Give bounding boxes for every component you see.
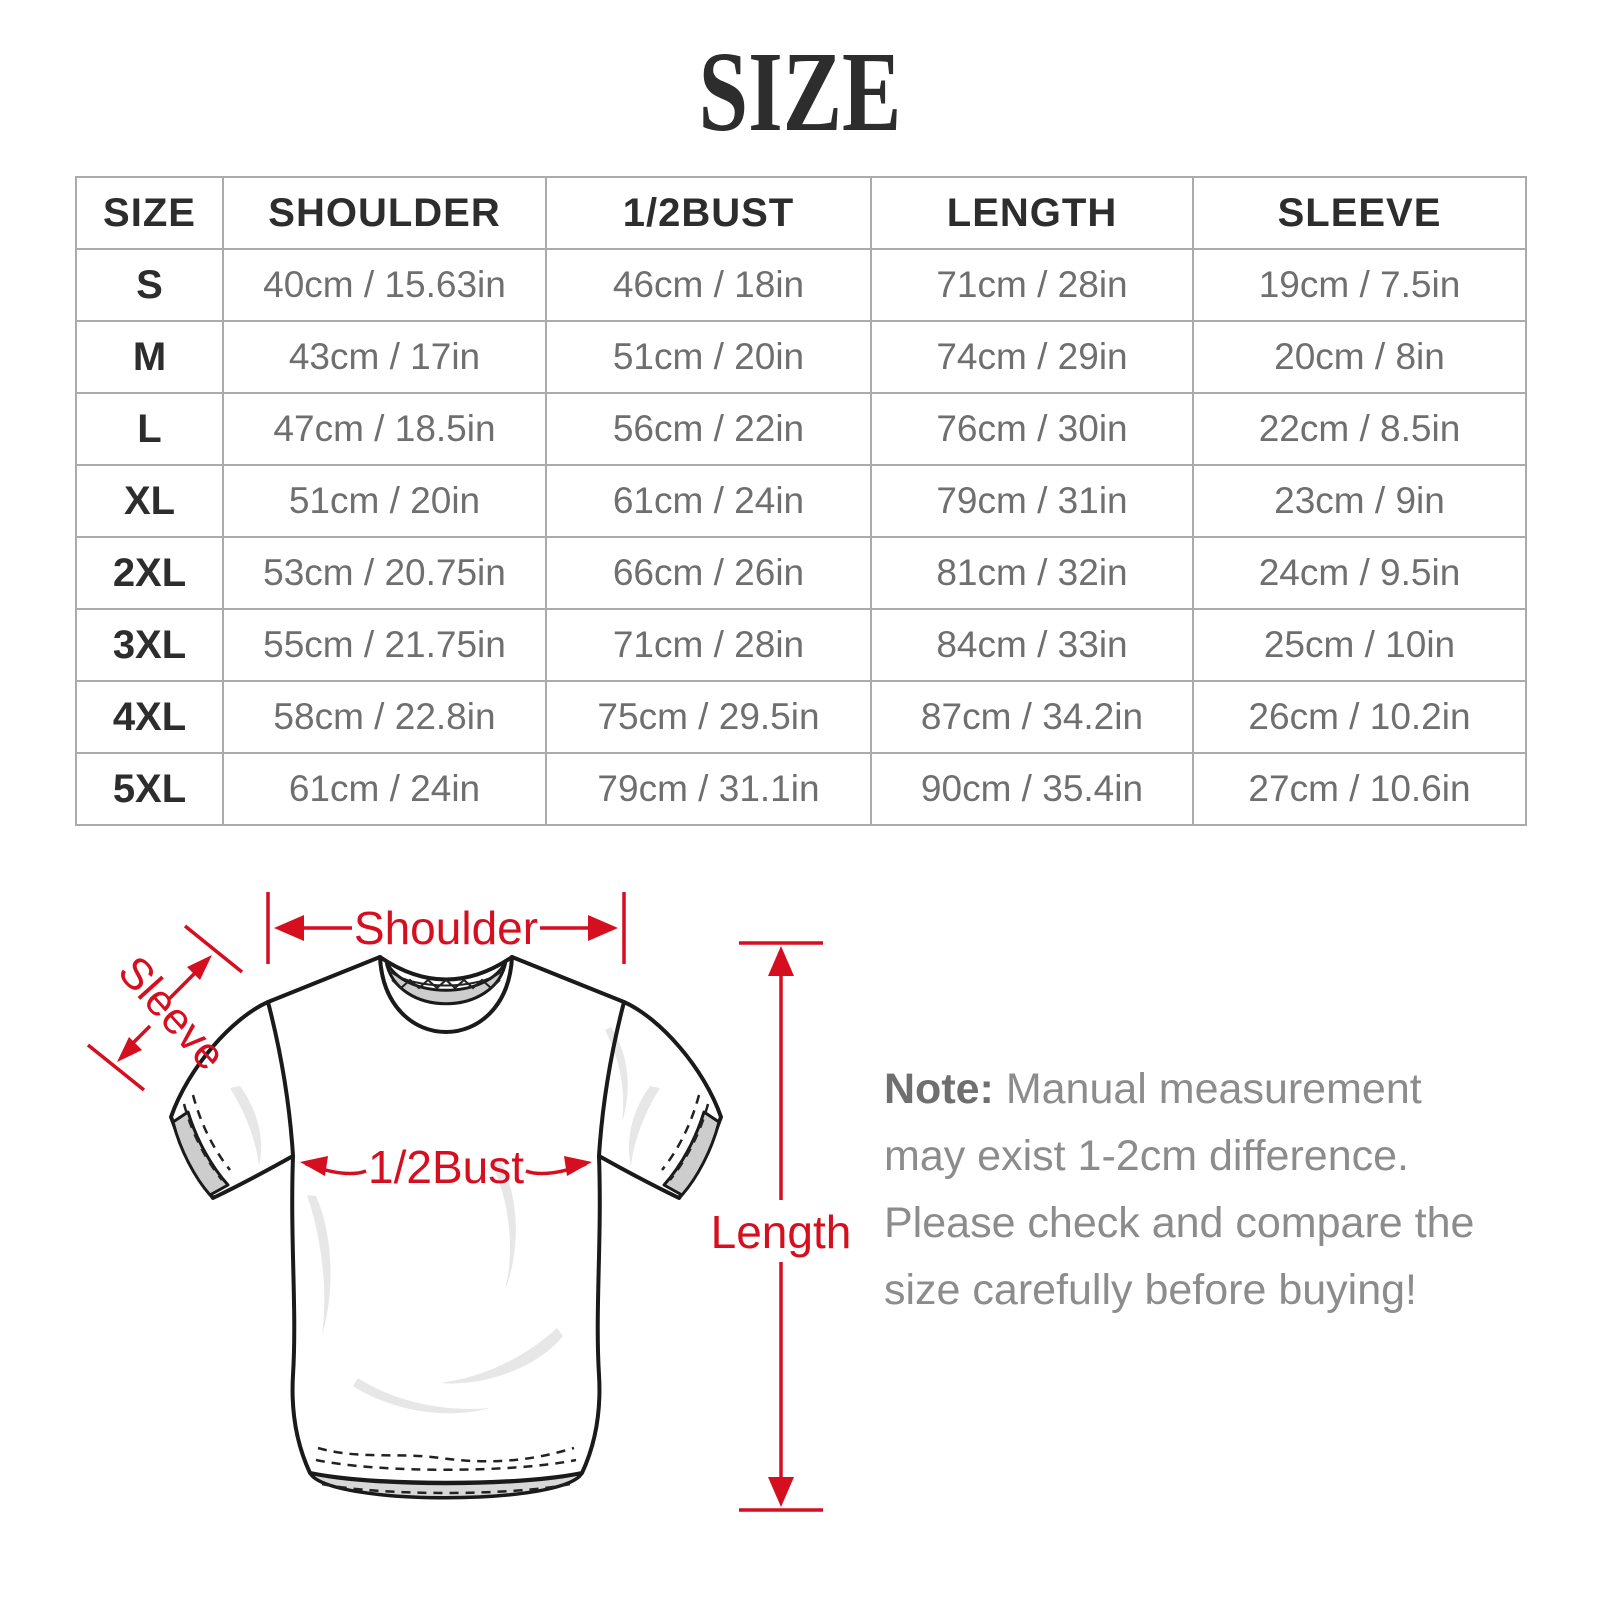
sleeve-cell: 22cm / 8.5in bbox=[1192, 392, 1527, 466]
length-cell: 84cm / 33in bbox=[870, 608, 1194, 682]
note-text: Note: Manual measurement may exist 1-2cm… bbox=[884, 1056, 1502, 1324]
sleeve-end-tick bbox=[183, 924, 244, 974]
length-cell: 71cm / 28in bbox=[870, 248, 1194, 322]
shoulder-cell: 47cm / 18.5in bbox=[222, 392, 547, 466]
arrowhead-left-icon bbox=[274, 915, 304, 941]
hem-stitch bbox=[317, 1446, 575, 1463]
wrinkle bbox=[605, 1027, 628, 1122]
collar-rim bbox=[378, 955, 514, 1034]
sleeve-end-tick bbox=[86, 1043, 146, 1092]
bust-cell: 79cm / 31.1in bbox=[545, 752, 872, 826]
right-sleeve-seam bbox=[597, 1000, 626, 1158]
shoulder-cell: 58cm / 22.8in bbox=[222, 680, 547, 754]
bust-measure: 1/2Bust bbox=[300, 1141, 592, 1193]
note-prefix: Note: bbox=[884, 1065, 994, 1113]
shoulder-label: Shoulder bbox=[354, 902, 538, 954]
bust-label: 1/2Bust bbox=[368, 1141, 524, 1193]
table-row: L 47cm / 18.5in 56cm / 22in 76cm / 30in … bbox=[75, 392, 1527, 466]
sleeve-arrow-shaft bbox=[129, 1024, 152, 1047]
shoulder-measure: Shoulder bbox=[266, 892, 626, 964]
sleeve-cell: 25cm / 10in bbox=[1192, 608, 1527, 682]
collar-tape-line bbox=[390, 971, 502, 987]
page-title: SIZE bbox=[698, 28, 902, 155]
arrowhead-down-icon bbox=[768, 1477, 794, 1507]
shoulder-cell: 40cm / 15.63in bbox=[222, 248, 547, 322]
wrinkle bbox=[307, 1195, 331, 1335]
size-cell: XL bbox=[75, 464, 224, 538]
sleeve-cell: 27cm / 10.6in bbox=[1192, 752, 1527, 826]
header-size: SIZE bbox=[75, 176, 224, 250]
length-measure: Length bbox=[711, 941, 852, 1512]
bust-cell: 56cm / 22in bbox=[545, 392, 872, 466]
sleeve-cell: 20cm / 8in bbox=[1192, 320, 1527, 394]
wrinkle bbox=[628, 1086, 660, 1166]
arrowhead-right-icon bbox=[564, 1156, 592, 1176]
arrowhead-left-icon bbox=[300, 1156, 328, 1176]
table-row: 5XL 61cm / 24in 79cm / 31.1in 90cm / 35.… bbox=[75, 752, 1527, 826]
bust-cell: 66cm / 26in bbox=[545, 536, 872, 610]
tshirt-illustration bbox=[169, 955, 723, 1500]
length-cell: 74cm / 29in bbox=[870, 320, 1194, 394]
table-row: 3XL 55cm / 21.75in 71cm / 28in 84cm / 33… bbox=[75, 608, 1527, 682]
right-cuff-opening bbox=[662, 1110, 721, 1197]
table-row: 2XL 53cm / 20.75in 66cm / 26in 81cm / 32… bbox=[75, 536, 1527, 610]
shoulder-cell: 43cm / 17in bbox=[222, 320, 547, 394]
arrowhead-up-right-icon bbox=[187, 955, 212, 980]
sleeve-cell: 19cm / 7.5in bbox=[1192, 248, 1527, 322]
shoulder-cell: 51cm / 20in bbox=[222, 464, 547, 538]
table-row: M 43cm / 17in 51cm / 20in 74cm / 29in 20… bbox=[75, 320, 1527, 394]
bust-cell: 71cm / 28in bbox=[545, 608, 872, 682]
left-sleeve-seam bbox=[266, 1000, 295, 1158]
length-cell: 87cm / 34.2in bbox=[870, 680, 1194, 754]
header-shoulder: SHOULDER bbox=[222, 176, 547, 250]
note-body: Manual measurement may exist 1-2cm diffe… bbox=[884, 1065, 1475, 1314]
length-cell: 76cm / 30in bbox=[870, 392, 1194, 466]
table-header-row: SIZE SHOULDER 1/2BUST LENGTH SLEEVE bbox=[75, 176, 1527, 250]
left-cuff-opening bbox=[171, 1110, 230, 1197]
bust-cell: 46cm / 18in bbox=[545, 248, 872, 322]
arrowhead-right-icon bbox=[588, 915, 618, 941]
wrinkle bbox=[440, 1328, 563, 1384]
shoulder-cell: 55cm / 21.75in bbox=[222, 608, 547, 682]
length-cell: 81cm / 32in bbox=[870, 536, 1194, 610]
length-cell: 79cm / 31in bbox=[870, 464, 1194, 538]
sleeve-cell: 26cm / 10.2in bbox=[1192, 680, 1527, 754]
table-row: 4XL 58cm / 22.8in 75cm / 29.5in 87cm / 3… bbox=[75, 680, 1527, 754]
collar-zigzag-stitch bbox=[391, 978, 501, 990]
shoulder-cell: 61cm / 24in bbox=[222, 752, 547, 826]
size-cell: 3XL bbox=[75, 608, 224, 682]
header-bust: 1/2BUST bbox=[545, 176, 872, 250]
bust-cell: 75cm / 29.5in bbox=[545, 680, 872, 754]
hem-stitch bbox=[315, 1458, 577, 1471]
size-cell: S bbox=[75, 248, 224, 322]
size-cell: M bbox=[75, 320, 224, 394]
wrinkle bbox=[353, 1378, 490, 1414]
length-label: Length bbox=[711, 1206, 852, 1258]
size-cell: 5XL bbox=[75, 752, 224, 826]
size-cell: L bbox=[75, 392, 224, 466]
wrinkle bbox=[490, 1160, 516, 1290]
size-cell: 2XL bbox=[75, 536, 224, 610]
sleeve-cell: 23cm / 9in bbox=[1192, 464, 1527, 538]
bust-cell: 51cm / 20in bbox=[545, 320, 872, 394]
table-row: S 40cm / 15.63in 46cm / 18in 71cm / 28in… bbox=[75, 248, 1527, 322]
arrowhead-up-icon bbox=[768, 946, 794, 976]
sleeve-label: Sleeve bbox=[109, 947, 235, 1080]
shoulder-cell: 53cm / 20.75in bbox=[222, 536, 547, 610]
sleeve-cell: 24cm / 9.5in bbox=[1192, 536, 1527, 610]
sleeve-arrow-shaft bbox=[166, 970, 198, 1002]
wrinkle bbox=[230, 1086, 262, 1166]
table-row: XL 51cm / 20in 61cm / 24in 79cm / 31in 2… bbox=[75, 464, 1527, 538]
arrowhead-down-left-icon bbox=[117, 1037, 142, 1062]
length-cell: 90cm / 35.4in bbox=[870, 752, 1194, 826]
tshirt-measurement-diagram: Shoulder Sleeve 1/2Bust L bbox=[86, 892, 852, 1512]
header-sleeve: SLEEVE bbox=[1192, 176, 1527, 250]
header-length: LENGTH bbox=[870, 176, 1194, 250]
size-cell: 4XL bbox=[75, 680, 224, 754]
tshirt-body bbox=[169, 955, 723, 1485]
bust-cell: 61cm / 24in bbox=[545, 464, 872, 538]
size-chart-table: SIZE SHOULDER 1/2BUST LENGTH SLEEVE S 40… bbox=[75, 176, 1527, 826]
